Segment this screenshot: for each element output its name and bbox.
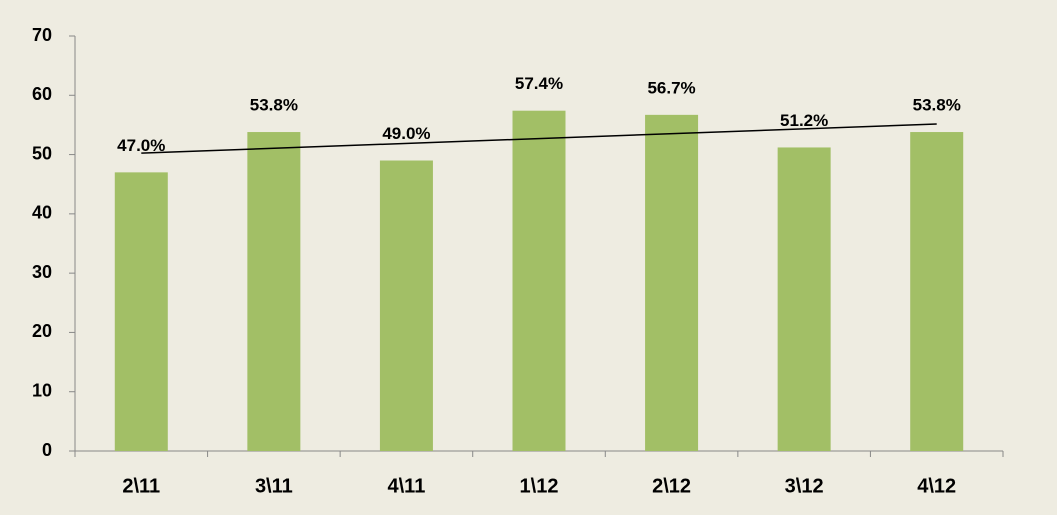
x-tick-label: 2\12 [652,475,691,497]
y-tick-label: 50 [32,143,52,163]
value-label: 57.4% [515,74,563,93]
y-tick-label: 40 [32,203,52,223]
bar [379,160,433,451]
x-tick-label: 3\12 [785,475,824,497]
x-tick-label: 3\11 [255,475,293,497]
x-tick-label: 1\12 [520,475,559,497]
y-tick-label: 10 [32,380,52,400]
bar [247,132,301,452]
bar [645,114,699,451]
value-label: 51.2% [780,111,828,130]
y-tick-label: 0 [42,440,52,460]
value-label: 56.7% [647,78,695,97]
bar [114,172,168,451]
y-tick-label: 30 [32,262,52,282]
x-tick-label: 2\11 [122,475,160,497]
y-tick-label: 70 [32,25,52,45]
value-label: 53.8% [250,96,298,115]
bar [512,110,566,451]
value-label: 49.0% [382,124,430,143]
x-tick-label: 4\11 [388,475,426,497]
y-tick-label: 20 [32,321,52,341]
value-label: 53.8% [913,96,961,115]
trendline [141,123,937,154]
y-tick-label: 60 [32,84,52,104]
x-tick-label: 4\12 [917,475,956,497]
bar [910,132,964,452]
bar [777,147,831,451]
value-label: 47.0% [117,136,165,155]
